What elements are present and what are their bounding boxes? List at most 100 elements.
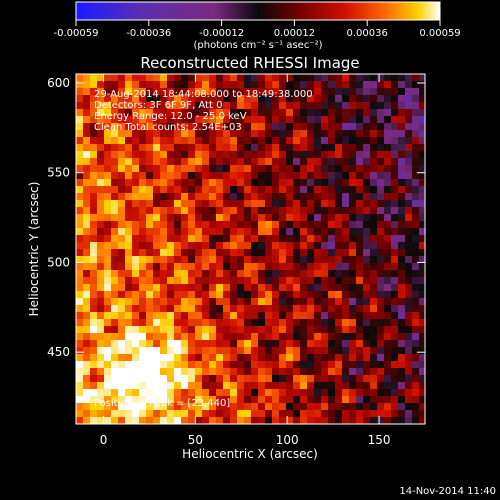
heatmap-cell <box>384 207 392 215</box>
heatmap-cell <box>104 375 112 383</box>
heatmap-cell <box>258 200 266 208</box>
heatmap-cell <box>342 389 350 397</box>
heatmap-cell <box>167 172 175 180</box>
heatmap-cell <box>118 235 126 243</box>
heatmap-cell <box>139 207 147 215</box>
heatmap-cell <box>258 270 266 278</box>
heatmap-cell <box>370 179 378 187</box>
heatmap-cell <box>104 158 112 166</box>
heatmap-cell <box>419 242 425 250</box>
heatmap-cell <box>349 179 357 187</box>
heatmap-cell <box>370 186 378 194</box>
heatmap-cell <box>363 130 371 138</box>
heatmap-cell <box>125 95 133 103</box>
heatmap-cell <box>111 389 119 397</box>
heatmap-cell <box>307 228 315 236</box>
heatmap-cell <box>118 368 126 376</box>
heatmap-cell <box>279 116 287 124</box>
heatmap-cell <box>356 305 364 313</box>
heatmap-cell <box>125 333 133 341</box>
heatmap-cell <box>125 263 133 271</box>
heatmap-cell <box>370 109 378 117</box>
heatmap-cell <box>216 221 224 229</box>
heatmap-cell <box>83 144 91 152</box>
heatmap-cell <box>307 186 315 194</box>
heatmap-cell <box>153 186 161 194</box>
heatmap-cell <box>307 340 315 348</box>
heatmap-cell <box>195 172 203 180</box>
heatmap-cell <box>335 291 343 299</box>
heatmap-cell <box>160 312 168 320</box>
heatmap-cell <box>363 382 371 390</box>
heatmap-cell <box>244 186 252 194</box>
heatmap-cell <box>405 340 413 348</box>
heatmap-cell <box>118 144 126 152</box>
heatmap-cell <box>188 298 196 306</box>
heatmap-cell <box>181 396 189 404</box>
heatmap-cell <box>370 200 378 208</box>
heatmap-cell <box>195 200 203 208</box>
heatmap-cell <box>251 88 259 96</box>
heatmap-cell <box>146 375 154 383</box>
heatmap-cell <box>160 207 168 215</box>
heatmap-cell <box>153 263 161 271</box>
heatmap-cell <box>314 228 322 236</box>
heatmap-cell <box>321 186 329 194</box>
heatmap-cell <box>384 200 392 208</box>
heatmap-cell <box>223 81 231 89</box>
heatmap-cell <box>132 88 140 96</box>
heatmap-cell <box>230 81 238 89</box>
heatmap-cell <box>300 186 308 194</box>
heatmap-cell <box>335 116 343 124</box>
heatmap-cell <box>307 417 315 424</box>
heatmap-cell <box>342 88 350 96</box>
heatmap-cell <box>300 410 308 418</box>
heatmap-cell <box>181 284 189 292</box>
heatmap-cell <box>104 130 112 138</box>
heatmap-cell <box>398 144 406 152</box>
heatmap-cell <box>244 396 252 404</box>
heatmap-cell <box>314 277 322 285</box>
heatmap-cell <box>265 172 273 180</box>
heatmap-cell <box>251 396 259 404</box>
heatmap-cell <box>321 417 329 424</box>
heatmap-cell <box>412 403 420 411</box>
heatmap-cell <box>335 81 343 89</box>
heatmap-cell <box>209 88 217 96</box>
heatmap-cell <box>97 214 105 222</box>
heatmap-cell <box>335 228 343 236</box>
heatmap-cell <box>356 242 364 250</box>
heatmap-cell <box>265 74 273 82</box>
heatmap-cell <box>209 158 217 166</box>
heatmap-cell <box>90 375 98 383</box>
heatmap-cell <box>188 144 196 152</box>
heatmap-cell <box>160 368 168 376</box>
heatmap-cell <box>251 186 259 194</box>
heatmap-cell <box>216 137 224 145</box>
heatmap-cell <box>370 263 378 271</box>
heatmap-cell <box>342 375 350 383</box>
heatmap-cell <box>293 221 301 229</box>
heatmap-cell <box>167 109 175 117</box>
heatmap-cell <box>223 186 231 194</box>
heatmap-cell <box>412 270 420 278</box>
heatmap-cell <box>251 165 259 173</box>
heatmap-cell <box>349 347 357 355</box>
heatmap-cell <box>377 179 385 187</box>
heatmap-cell <box>90 137 98 145</box>
heatmap-cell <box>321 340 329 348</box>
heatmap-cell <box>132 291 140 299</box>
heatmap-cell <box>405 319 413 327</box>
heatmap-cell <box>265 298 273 306</box>
heatmap-cell <box>202 410 210 418</box>
heatmap-cell <box>286 228 294 236</box>
heatmap-cell <box>188 116 196 124</box>
heatmap-cell <box>356 361 364 369</box>
heatmap-cell <box>160 123 168 131</box>
heatmap-cell <box>307 382 315 390</box>
heatmap-cell <box>90 207 98 215</box>
heatmap-cell <box>307 130 315 138</box>
heatmap-cell <box>412 340 420 348</box>
heatmap-cell <box>111 256 119 264</box>
heatmap-cell <box>160 375 168 383</box>
